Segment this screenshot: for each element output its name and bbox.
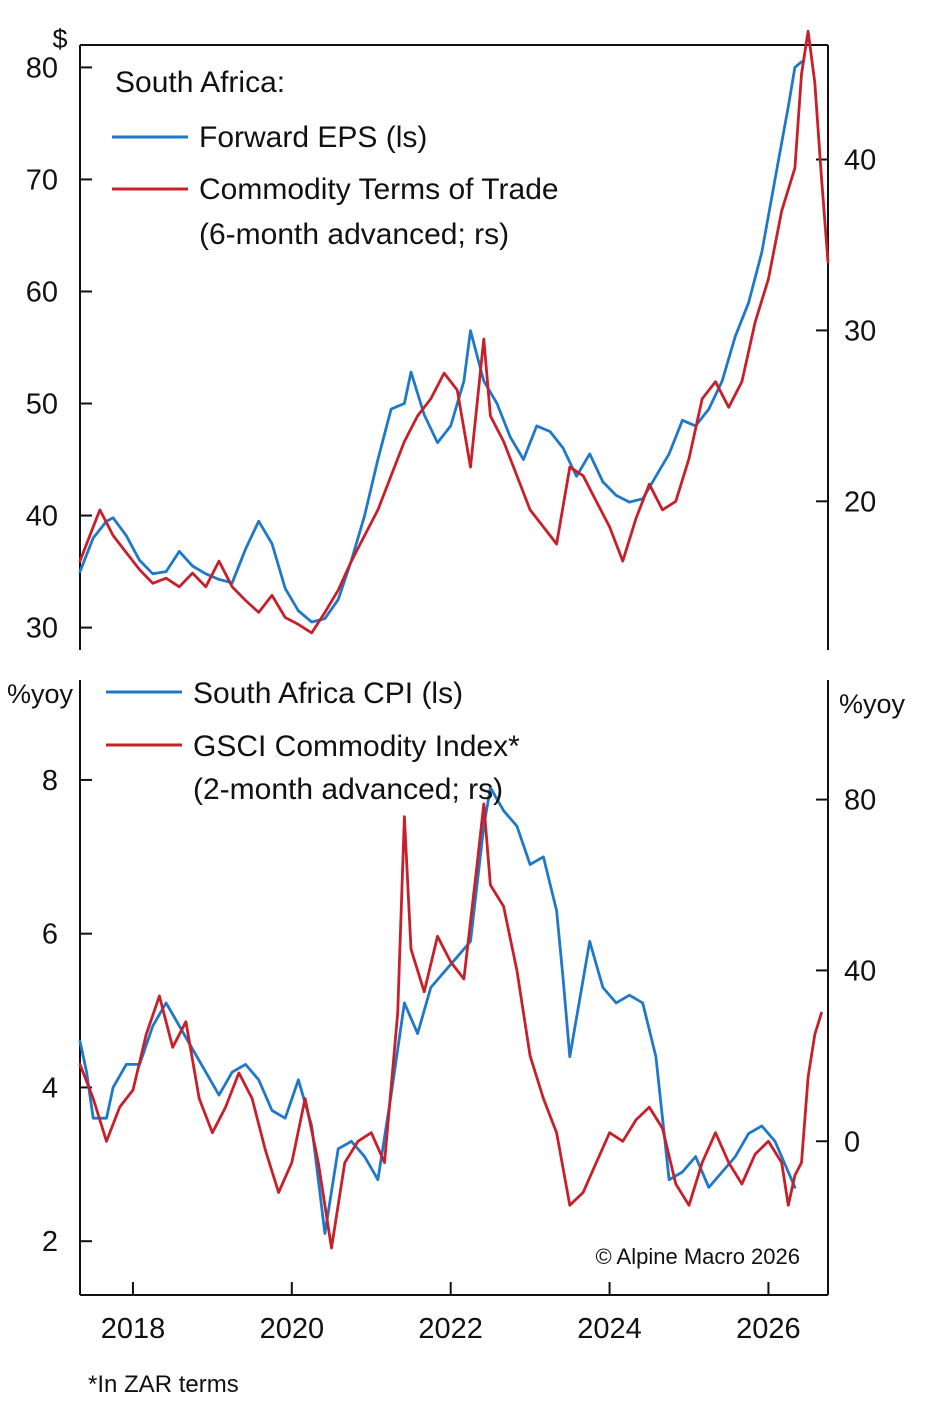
bottom-left-tick-label: 2 xyxy=(42,1226,58,1258)
top-left-tick-label: 40 xyxy=(26,501,58,533)
top-panel: $ 30 40 50 60 70 80 20 30 40 South Africa: Forw… xyxy=(26,24,876,650)
credit-text: © Alpine Macro 2026 xyxy=(595,1244,800,1269)
x-tick-label: 2022 xyxy=(418,1313,483,1345)
top-left-tick-label: 60 xyxy=(26,276,58,308)
top-left-tick-label: 30 xyxy=(26,613,58,645)
bottom-left-ticks: 2 4 6 8 xyxy=(42,765,92,1258)
bottom-left-unit: %yoy xyxy=(7,679,74,709)
legend-label-terms-of-trade-note: (6-month advanced; rs) xyxy=(199,218,509,251)
x-tick-label: 2026 xyxy=(736,1313,801,1345)
bottom-left-tick-label: 8 xyxy=(42,765,58,797)
top-legend: South Africa: Forward EPS (ls) Commodity… xyxy=(112,66,559,251)
top-right-ticks: 20 30 40 xyxy=(816,145,876,518)
top-series xyxy=(78,29,830,635)
top-left-ticks: 30 40 50 60 70 80 xyxy=(26,52,92,645)
x-tick-label: 2020 xyxy=(260,1313,325,1345)
top-right-tick-label: 40 xyxy=(844,145,876,177)
legend-label-terms-of-trade: Commodity Terms of Trade xyxy=(199,173,559,206)
series-line-commodity-terms-of-trade-6-month-advanced-rs xyxy=(78,29,830,635)
series-line-gsci-commodity-index-2-month-advanced-rs xyxy=(78,802,823,1250)
bottom-right-unit: %yoy xyxy=(839,689,906,719)
x-tick-label: 2018 xyxy=(101,1313,166,1345)
legend-label-gsci: GSCI Commodity Index* xyxy=(193,730,520,763)
top-left-tick-label: 50 xyxy=(26,389,58,421)
legend-label-forward-eps: Forward EPS (ls) xyxy=(199,121,427,154)
footnote: *In ZAR terms xyxy=(88,1371,239,1398)
bottom-right-ticks: 0 40 80 xyxy=(816,785,876,1158)
legend-label-cpi: South Africa CPI (ls) xyxy=(193,677,463,710)
bottom-left-tick-label: 4 xyxy=(42,1072,58,1104)
bottom-legend: South Africa CPI (ls) GSCI Commodity Ind… xyxy=(106,677,520,806)
top-left-tick-label: 70 xyxy=(26,164,58,196)
bottom-left-tick-label: 6 xyxy=(42,919,58,951)
top-left-unit: $ xyxy=(52,24,67,54)
series-line-south-africa-cpi-ls xyxy=(78,786,797,1235)
bottom-right-tick-label: 80 xyxy=(844,785,876,817)
series-line-forward-eps-ls xyxy=(78,60,803,624)
x-tick-label: 2024 xyxy=(577,1313,642,1345)
legend-label-gsci-note: (2-month advanced; rs) xyxy=(193,773,503,806)
bottom-right-tick-label: 0 xyxy=(844,1126,860,1158)
x-axis-ticks: 2018 2020 2022 2024 2026 xyxy=(101,1282,801,1345)
top-right-tick-label: 30 xyxy=(844,315,876,347)
bottom-right-tick-label: 40 xyxy=(844,955,876,987)
top-right-tick-label: 20 xyxy=(844,486,876,518)
top-legend-title: South Africa: xyxy=(115,66,285,99)
bottom-panel: %yoy %yoy 2 4 6 8 0 40 80 South Africa CPI (l… xyxy=(7,677,906,1296)
bottom-series xyxy=(78,786,823,1250)
top-left-tick-label: 80 xyxy=(26,52,58,84)
